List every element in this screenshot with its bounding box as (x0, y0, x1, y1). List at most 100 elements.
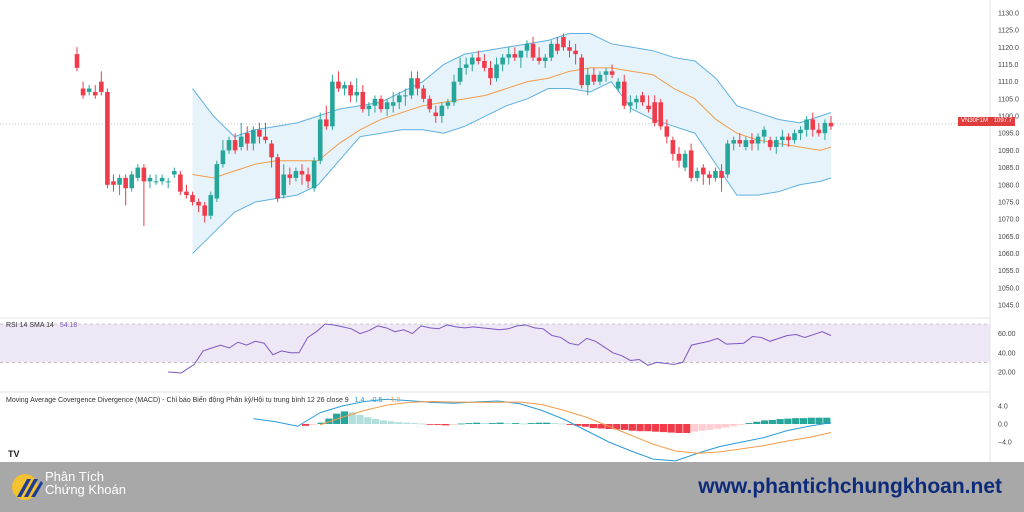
rsi-band-fill (0, 324, 990, 363)
candle-body (214, 164, 220, 199)
macd-histogram-bar (644, 424, 652, 432)
candle-body (615, 81, 621, 89)
macd-histogram-bar (558, 423, 566, 425)
candle-body (585, 74, 591, 86)
candle-body (810, 119, 816, 130)
candle-body (518, 50, 524, 58)
candle-body (366, 105, 372, 110)
candle-body (384, 102, 390, 110)
macd-histogram-bar (597, 424, 605, 429)
candle-body (275, 157, 280, 199)
candle-body (147, 177, 153, 182)
candle-body (445, 102, 451, 106)
macd-histogram-bar (753, 421, 761, 424)
macd-histogram-bar (434, 424, 442, 425)
candle-body (780, 136, 785, 141)
macd-histogram-bar (309, 424, 317, 425)
candle-body (567, 47, 572, 51)
candle-body (117, 177, 122, 185)
macd-histogram-bar (675, 424, 683, 433)
trading-chart[interactable]: 1130.01125.01120.01115.01110.01105.01100… (0, 0, 1024, 462)
candle-body (439, 105, 445, 117)
candle-body (244, 133, 250, 144)
candle-body (494, 64, 499, 79)
macd-histogram-bar (473, 422, 481, 424)
price-tick-label: 1055.0 (998, 268, 1020, 275)
macd-histogram-bar (698, 424, 706, 431)
candle-body (506, 54, 512, 58)
macd-histogram-bar (652, 424, 660, 432)
candle-body (317, 119, 323, 161)
macd-histogram-bar (379, 420, 387, 424)
candle-body (603, 71, 609, 75)
candle-body (135, 167, 141, 178)
candle-body (634, 98, 639, 103)
candle-body (238, 136, 244, 147)
macd-histogram-bar (714, 424, 722, 429)
price-tick-label: 1070.0 (998, 217, 1020, 224)
macd-histogram-bar (737, 424, 745, 425)
candle-body (178, 174, 183, 192)
price-tick-label: 1120.0 (998, 45, 1019, 52)
brand-line-2: Chứng Khoán (45, 482, 126, 497)
candle-body (80, 88, 86, 96)
candle-body (105, 91, 110, 185)
macd-histogram-bar (667, 424, 675, 433)
candle-body (74, 54, 80, 68)
candle-body (524, 43, 530, 51)
candle-body (536, 57, 542, 62)
candle-body (281, 174, 287, 196)
candle-body (591, 74, 597, 82)
candle-body (232, 140, 238, 151)
macd-value-3: -1.9 (388, 397, 401, 404)
candle-body (348, 85, 353, 96)
price-tick-label: 1085.0 (998, 165, 1020, 172)
candle-body (816, 129, 822, 134)
candle-body (293, 171, 299, 178)
macd-histogram-bar (807, 417, 815, 424)
website-url[interactable]: www.phantichchungkhoan.net (698, 475, 1002, 498)
candle-body (488, 67, 493, 79)
footer-bar: Phân Tích Chứng Khoán www.phantichchungk… (0, 462, 1024, 512)
macd-histogram-bar (815, 417, 823, 424)
candle-body (664, 126, 670, 137)
bollinger-upper-line (192, 33, 832, 138)
macd-tick-label: 0.0 (998, 422, 1008, 429)
macd-histogram-bar (566, 424, 574, 425)
macd-histogram-bar (364, 417, 372, 424)
candle-body (299, 171, 305, 175)
candle-body (311, 160, 317, 189)
candle-body (305, 174, 311, 182)
macd-histogram-bar (823, 417, 831, 424)
candle-body (548, 43, 554, 58)
candle-body (822, 122, 828, 134)
candle-body (123, 177, 128, 189)
price-tick-label: 1060.0 (998, 251, 1020, 258)
candle-body (159, 177, 165, 182)
macd-histogram-bar (706, 424, 714, 430)
candle-body (171, 171, 177, 175)
candle-body (542, 57, 548, 62)
candle-body (500, 57, 505, 65)
chart-canvas[interactable]: 1130.01125.01120.01115.01110.01105.01100… (0, 0, 1024, 462)
macd-name: Moving Average Covergence Divergence (MA… (6, 397, 349, 404)
candle-body (165, 181, 171, 183)
macd-value-2: -0.5 (370, 397, 383, 404)
macd-histogram-bar (636, 424, 644, 432)
macd-histogram-bar (457, 423, 465, 425)
macd-label: Moving Average Covergence Divergence (MA… (6, 397, 400, 404)
macd-histogram-bar (387, 421, 395, 424)
candle-body (512, 54, 518, 58)
candle-body (755, 136, 761, 144)
macd-histogram-bar (760, 420, 769, 424)
macd-histogram-bar (403, 422, 411, 424)
price-tick-label: 1065.0 (998, 234, 1020, 241)
candle-body (482, 61, 487, 68)
macd-histogram-bar (340, 411, 349, 424)
candle-body (251, 129, 256, 144)
tradingview-logo-icon[interactable]: TV (8, 449, 20, 459)
macd-histogram-bar (574, 424, 582, 426)
macd-histogram-bar (449, 424, 457, 425)
candle-body (463, 64, 469, 68)
candle-body (269, 143, 274, 158)
